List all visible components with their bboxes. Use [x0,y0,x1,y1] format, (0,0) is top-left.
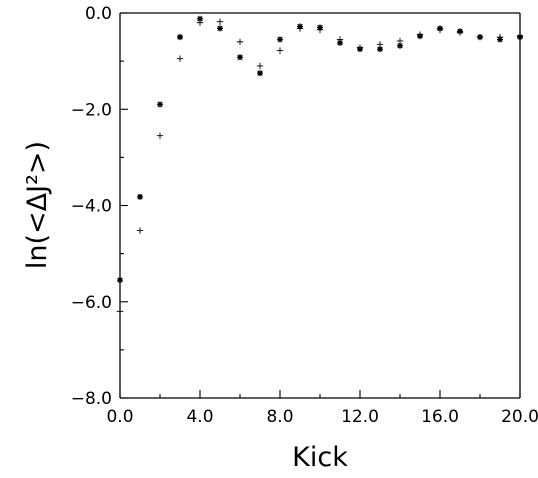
x-axis-tick-labels: 0.0 4.0 8.0 12.0 16.0 20.0 [106,407,538,427]
plus-point [496,33,504,41]
y-axis-tick-labels: 0.0 −2.0 −4.0 −6.0 −8.0 [71,4,112,409]
x-axis-ticks [119,390,521,398]
plus-point [196,19,204,26]
plus-point [476,33,484,41]
y-axis-ticks [120,12,128,399]
plus-point [116,308,124,315]
star-point [337,39,343,46]
series-star [117,15,523,284]
star-point [197,15,203,22]
star-point [137,193,143,200]
plus-point [516,32,524,40]
plus-point [376,41,384,48]
plus-point [416,31,424,38]
plus-point [176,55,184,62]
y-tick-label: −8.0 [71,389,112,409]
y-axis-title: ln(<ΔJ²>) [22,141,53,269]
plus-point [256,62,264,70]
x-axis-title: Kick [292,442,348,473]
star-point [117,277,123,284]
plus-point [316,26,324,34]
plus-point [276,47,284,54]
plot-frame [119,12,521,399]
plus-point [396,37,404,45]
star-point [177,34,183,41]
y-tick-label: −4.0 [71,197,112,217]
x-tick-label: 12.0 [341,407,379,427]
star-point [397,42,403,49]
plus-point [156,132,164,139]
x-tick-label: 20.0 [501,407,538,427]
x-tick-label: 16.0 [421,407,459,427]
x-tick-label: 8.0 [266,407,293,427]
star-point [277,36,283,43]
star-point [257,70,263,77]
plus-point [436,26,444,34]
star-point [157,101,163,108]
x-tick-label: 0.0 [106,407,133,427]
plus-point [356,44,364,51]
y-tick-label: 0.0 [85,4,112,24]
star-point [217,25,223,32]
y-tick-label: −6.0 [71,293,112,313]
plus-point [216,18,224,25]
x-tick-label: 4.0 [186,407,213,427]
plus-point [136,227,144,234]
star-point [237,54,243,61]
data-series [116,15,524,315]
plus-point [456,29,464,36]
y-tick-label: −2.0 [71,100,112,120]
plus-point [336,36,344,43]
star-point [377,46,383,53]
series-plus [116,18,524,315]
plus-point [296,25,304,32]
plus-point [236,38,244,46]
